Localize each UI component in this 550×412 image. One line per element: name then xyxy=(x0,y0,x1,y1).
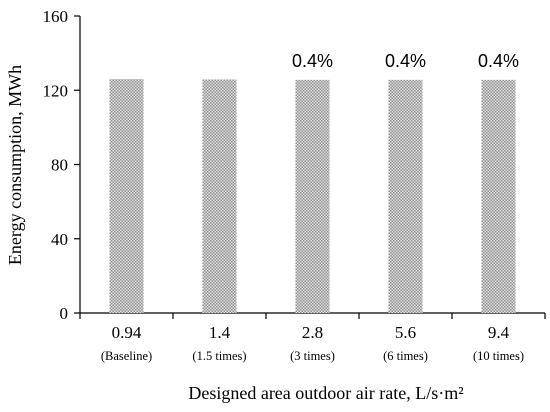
bar xyxy=(202,79,237,313)
x-category-sublabel: (3 times) xyxy=(290,349,335,363)
data-label: 0.4% xyxy=(292,51,333,71)
x-category-label: 1.4 xyxy=(209,323,231,342)
y-tick-label: 0 xyxy=(60,304,69,323)
x-axis-title: Designed area outdoor air rate, L/s·m² xyxy=(188,383,463,403)
y-tick-label: 40 xyxy=(51,230,68,249)
x-category-label: 5.6 xyxy=(395,323,416,342)
x-category-label: 2.8 xyxy=(302,323,323,342)
bar xyxy=(481,79,516,313)
data-label: 0.4% xyxy=(478,51,519,71)
bar xyxy=(295,79,330,313)
x-category-label: 9.4 xyxy=(488,323,510,342)
x-category-sublabel: (6 times) xyxy=(383,349,428,363)
bar xyxy=(388,79,423,313)
y-tick-label: 120 xyxy=(43,81,69,100)
y-axis-title: Energy consumption, MWh xyxy=(5,65,25,265)
x-category-label: 0.94 xyxy=(112,323,142,342)
x-category-sublabel: (10 times) xyxy=(473,349,524,363)
x-category-sublabel: (Baseline) xyxy=(101,349,152,363)
data-label: 0.4% xyxy=(385,51,426,71)
bar xyxy=(109,79,144,313)
y-tick-label: 80 xyxy=(51,156,68,175)
plot-area: 0 40 80 120 160 0.94 (Baseline) 1.4 (1.5 times) 2… xyxy=(43,7,546,363)
x-category-sublabel: (1.5 times) xyxy=(192,349,246,363)
y-tick-label: 160 xyxy=(43,7,69,26)
